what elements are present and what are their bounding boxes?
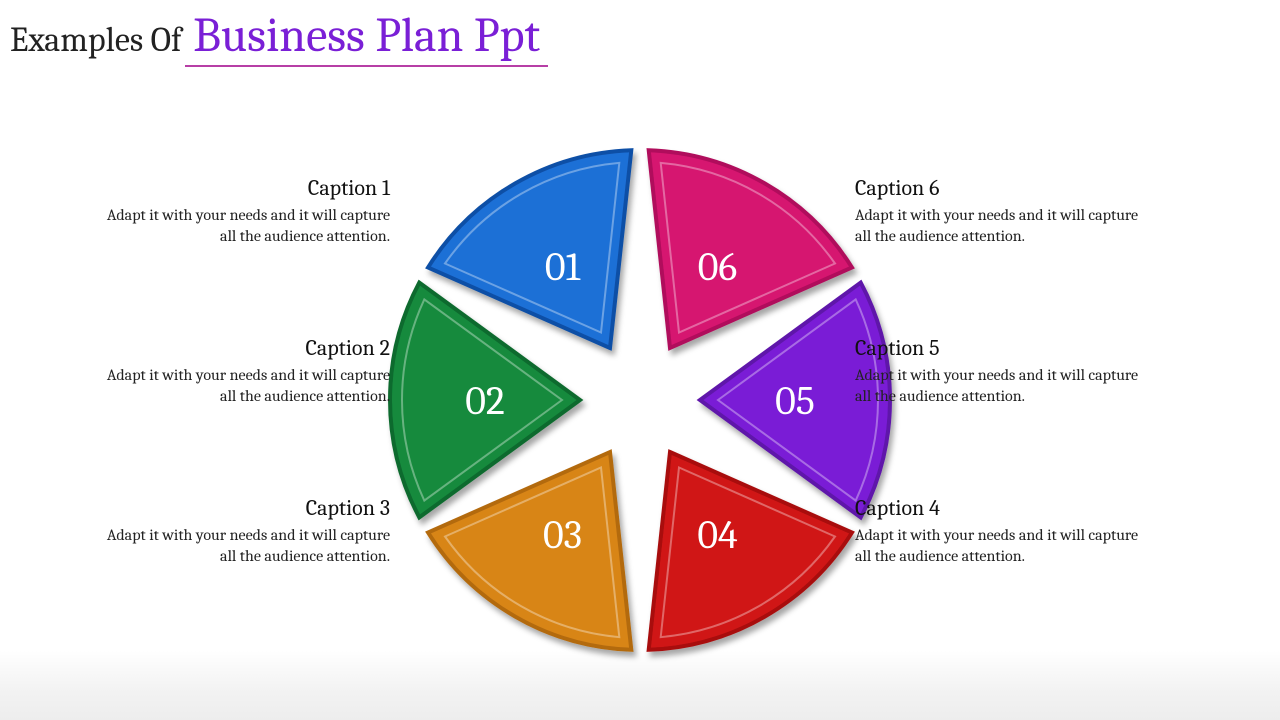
title-prefix: Examples Of [10,20,182,60]
segment-number-01: 01 [545,244,581,290]
bottom-gradient [0,650,1280,720]
segment-number-05: 05 [775,378,815,424]
caption-body-3: Adapt it with your needs and it will cap… [90,525,390,567]
caption-body-6: Adapt it with your needs and it will cap… [855,205,1155,247]
caption-title-1: Caption 1 [90,175,390,201]
caption-title-6: Caption 6 [855,175,1155,201]
caption-title-3: Caption 3 [90,495,390,521]
caption-1: Caption 1 Adapt it with your needs and it… [90,175,390,247]
segment-number-02: 02 [465,378,505,424]
segment-number-03: 03 [543,512,582,558]
caption-title-2: Caption 2 [90,335,390,361]
caption-body-2: Adapt it with your needs and it will cap… [90,365,390,407]
caption-title-4: Caption 4 [855,495,1155,521]
caption-5: Caption 5 Adapt it with your needs and it… [855,335,1155,407]
caption-body-5: Adapt it with your needs and it will cap… [855,365,1155,407]
caption-4: Caption 4 Adapt it with your needs and it… [855,495,1155,567]
segment-number-06: 06 [698,244,737,290]
segment-number-04: 04 [697,512,738,558]
caption-6: Caption 6 Adapt it with your needs and it… [855,175,1155,247]
segmented-circle-diagram: 01 02 03 04 05 06 [380,140,900,660]
caption-title-5: Caption 5 [855,335,1155,361]
caption-body-4: Adapt it with your needs and it will cap… [855,525,1155,567]
caption-2: Caption 2 Adapt it with your needs and it… [90,335,390,407]
title-main: Business Plan Ppt [185,8,548,67]
caption-body-1: Adapt it with your needs and it will cap… [90,205,390,247]
slide-title: Examples Of Business Plan Ppt [10,8,548,63]
caption-3: Caption 3 Adapt it with your needs and it… [90,495,390,567]
